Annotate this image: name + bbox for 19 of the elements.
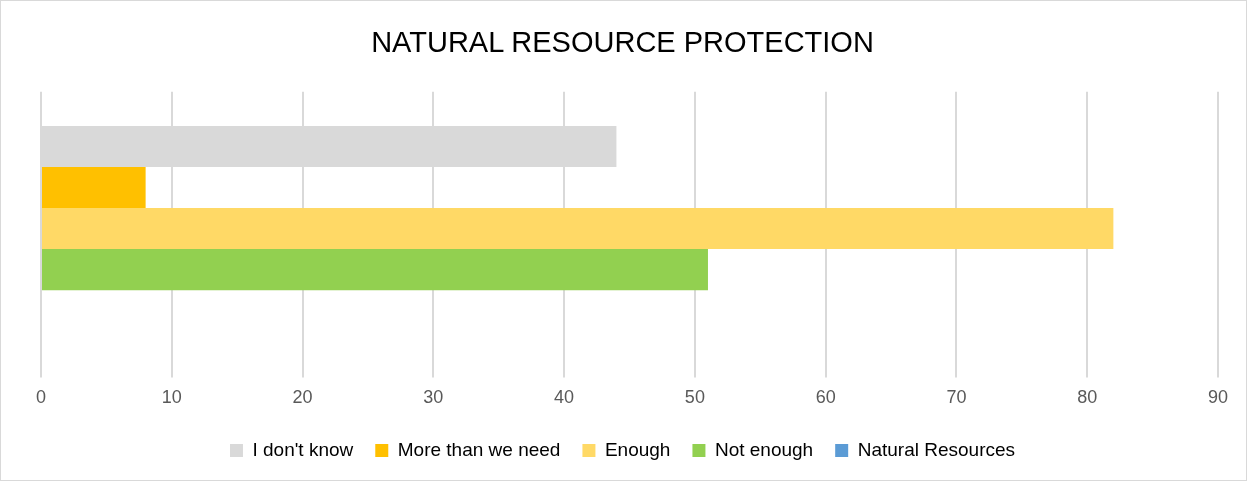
legend-label: Not enough [714,438,814,460]
bar [42,249,708,291]
legend-label: Natural Resources [857,438,1016,460]
bar [42,167,146,209]
x-tick-label: 30 [423,387,444,408]
x-tick-label: 10 [161,387,182,408]
chart-title: NATURAL RESOURCE PROTECTION [371,26,874,59]
x-tick-label: 40 [554,387,575,408]
x-tick-label: 20 [292,387,313,408]
x-tick-label: 0 [35,387,47,408]
legend-label: I don't know [252,438,354,460]
x-tick-label: 70 [946,387,967,408]
bar [42,208,1114,250]
x-tick-label: 60 [815,387,836,408]
x-tick-label: 80 [1077,387,1098,408]
legend-label: More than we need [397,438,561,460]
x-tick-label: 90 [1207,387,1229,408]
legend-label: Enough [604,438,671,460]
x-tick-label: 50 [684,387,705,408]
